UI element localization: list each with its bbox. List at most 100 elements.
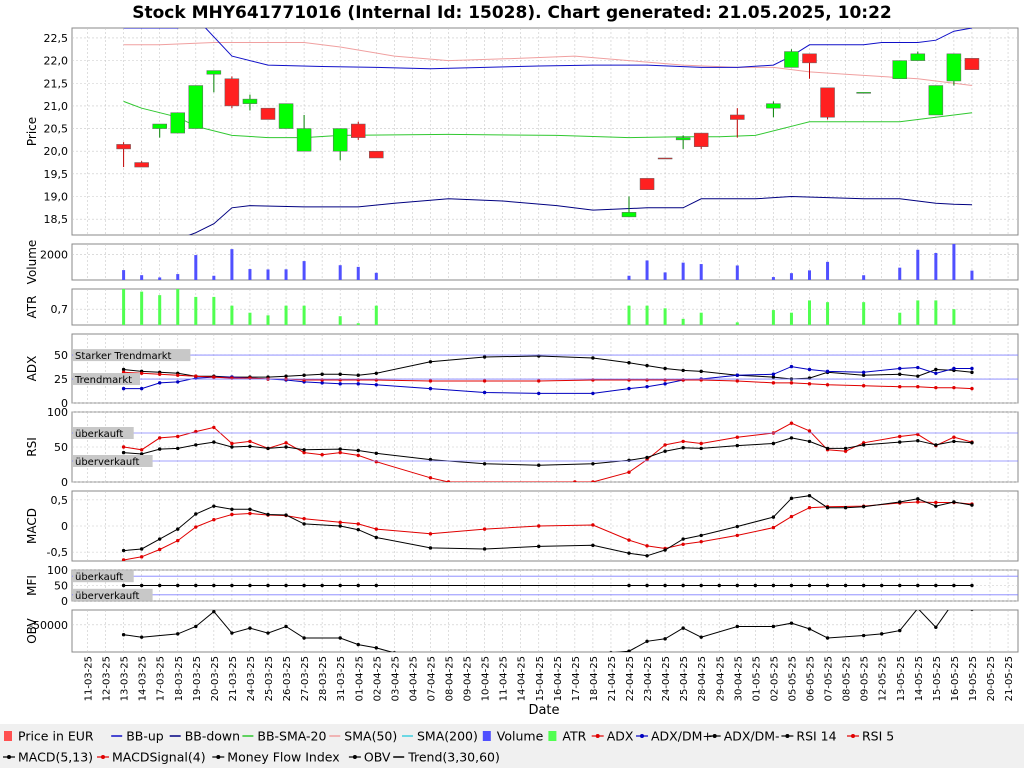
obv-line-point	[645, 639, 649, 643]
adx-line-point	[139, 371, 144, 375]
x-tick-label: 22-04-25	[625, 656, 636, 701]
legend-swatch	[4, 731, 12, 741]
rsi5-line-point	[789, 421, 794, 425]
macd-line-point	[861, 504, 866, 509]
adx-dm-plus-line-point	[807, 367, 812, 372]
x-tick-label: 28-03-25	[318, 656, 329, 701]
rsi14-line-point	[699, 446, 703, 451]
adx-dm-minus-line-point	[627, 361, 631, 365]
x-tick-label: 24-03-25	[246, 656, 257, 701]
obv-line-point	[735, 624, 739, 629]
annotation-label: überkauft	[75, 572, 123, 583]
volume-bar	[158, 277, 162, 280]
obv-line-point	[194, 624, 198, 629]
macd-line-point	[248, 507, 252, 511]
mfi-point	[338, 583, 342, 588]
y-axis-label: ATR	[25, 296, 39, 319]
candle-body	[116, 144, 131, 150]
adx-dm-plus-line-point	[121, 386, 126, 391]
macd-line-point	[338, 524, 342, 528]
x-tick-label: 12-03-25	[102, 656, 113, 701]
rsi14-line-point	[771, 441, 776, 446]
legend-swatch	[482, 731, 491, 741]
y-axis-label: RSI	[25, 437, 39, 457]
rsi14-line-point	[338, 447, 342, 451]
adx-line-point	[735, 379, 739, 383]
macd-line-point	[194, 512, 198, 516]
adx-dm-minus-line-point	[934, 367, 938, 372]
y-tick-label: 0	[61, 520, 68, 533]
rsi14-line-point	[952, 439, 956, 444]
obv-line-point	[266, 631, 270, 635]
volume-bar	[194, 255, 198, 280]
adx-dm-minus-line-point	[681, 368, 685, 373]
macd-signal-line-point	[121, 558, 126, 561]
adx-dm-minus-line-point	[645, 363, 649, 368]
x-tick-label: 07-04-25	[426, 656, 437, 701]
legend-marker	[785, 734, 790, 738]
macd-line-point	[934, 504, 938, 508]
rsi5-line-point	[898, 434, 902, 439]
volume-bar	[771, 277, 775, 280]
x-tick-label: 17-04-25	[571, 656, 582, 701]
price-panel: 18,5 19,0 19,5 20,0 20,5 21,0 21,5 22,0 22,5 Pric…	[25, 27, 1019, 236]
candle-body	[224, 78, 240, 107]
atr-bar	[898, 312, 902, 325]
mfi-point	[356, 583, 360, 588]
candle-body	[675, 137, 691, 141]
adx-dm-minus-line-point	[302, 373, 306, 377]
adx-dm-plus-line-point	[627, 386, 631, 391]
y-tick-label: 2000	[40, 248, 68, 261]
candle-body	[369, 150, 384, 159]
macd-line-point	[699, 533, 703, 538]
plot-area	[71, 27, 1019, 236]
atr-bar	[735, 322, 739, 325]
macd-line-point	[482, 547, 487, 551]
macd-line-point	[825, 506, 830, 510]
macd-signal-line-point	[356, 522, 360, 526]
x-tick-label: 18-03-25	[174, 656, 185, 701]
rsi5-line-point	[916, 432, 920, 437]
adx-dm-plus-line-point	[861, 370, 866, 375]
atr-bar	[952, 309, 956, 325]
adx-dm-plus-line-point	[320, 381, 324, 385]
volume-bar	[808, 270, 811, 280]
volume-bar	[338, 265, 342, 280]
macd-line-point	[843, 506, 848, 510]
rsi5-line-point	[952, 435, 956, 439]
rsi5-line-point	[843, 449, 848, 453]
candle-body	[639, 178, 655, 190]
mfi-point	[934, 583, 938, 588]
y-tick-label: 22,5	[44, 32, 69, 45]
annotation-box	[73, 349, 191, 362]
y-tick-label: 21,5	[44, 77, 69, 90]
macd-line-point	[591, 543, 595, 548]
legend-label: RSI 14	[796, 729, 836, 744]
volume-bar	[374, 272, 378, 280]
mfi-point	[735, 583, 739, 588]
rsi14-line-point	[194, 443, 198, 447]
annotation-label: Starker Trendmarkt	[75, 351, 172, 362]
y-tick-label: 25	[54, 373, 68, 386]
x-tick-label: 05-05-25	[787, 656, 798, 701]
obv-line-point	[284, 624, 288, 629]
atr-bar	[248, 312, 252, 325]
adx-dm-minus-line-point	[356, 373, 360, 377]
obv-line-point	[880, 632, 884, 636]
obv-line-point	[789, 621, 794, 625]
x-tick-label: 10-04-25	[481, 656, 492, 701]
atr-bar	[916, 300, 920, 325]
adx-line-point	[537, 379, 541, 383]
x-tick-label: 21-04-25	[607, 656, 618, 701]
macd-signal-line-point	[139, 555, 144, 559]
volume-bar	[934, 253, 938, 280]
legend-label: MACD(5,13)	[18, 750, 93, 765]
y-tick-label: 50	[54, 580, 68, 593]
annotation-box	[73, 570, 134, 583]
x-tick-label: 03-04-25	[390, 656, 401, 701]
mfi-panel: 0 50 100 MFI überkauft überverkauft	[25, 564, 1019, 608]
x-tick-label: 28-04-25	[697, 656, 708, 701]
adx-line-point	[861, 384, 866, 388]
legend-label: ATR	[562, 729, 586, 744]
x-tick-label: 16-04-25	[553, 656, 564, 701]
